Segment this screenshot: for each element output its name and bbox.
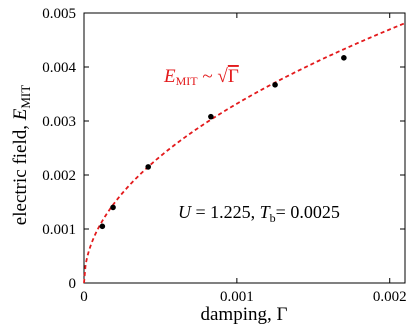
x-tick-label: 0 [80,289,88,305]
fit-annotation-symbol: E [163,66,176,87]
data-point [99,223,106,230]
data-point [272,82,278,88]
fit-curve-layer [83,22,406,284]
params-annotation: U = 1.225, Tb= 0.0025 [178,202,340,225]
y-tick-label: 0 [69,276,77,292]
y-axis-label: electric field, EMIT [10,85,33,225]
y-axis-label-sub: MIT [18,85,33,109]
fit-curve [83,22,406,284]
axis-ticks: 0 0.001 0.002 0.003 0.004 0.005 0 0.001 0.002 [42,6,406,305]
y-tick-label: 0.004 [42,60,76,76]
param-u-symbol: U [178,202,192,222]
fit-annotation: EMIT ~ √Γ [163,66,239,88]
data-point [110,204,116,211]
param-t-value: = 0.0025 [276,202,340,222]
x-tick-label: 0.002 [373,289,407,305]
y-axis-label-prefix: electric field, [10,120,31,225]
param-t-symbol: T [260,202,272,222]
param-u-value: = 1.225, [191,202,260,222]
y-tick-label: 0.001 [42,222,76,238]
fit-annotation-arg: Γ [228,66,239,87]
y-tick-label: 0.003 [42,114,76,130]
y-tick-label: 0.002 [42,168,76,184]
fit-annotation-rel: ~ [198,66,218,87]
data-point [341,55,347,61]
data-points [99,55,347,230]
plot-frame [83,12,406,284]
x-axis-label: damping, Γ [201,304,288,325]
y-tick-label: 0.005 [42,6,76,22]
fit-annotation-sub: MIT [176,74,199,88]
data-point [145,164,151,170]
data-point [208,113,214,120]
x-tick-label: 0.001 [220,289,254,305]
param-t-sub: b [270,211,276,225]
y-axis-label-symbol: E [10,108,31,121]
fit-annotation-root: √ [217,66,228,87]
plot-border [83,12,406,284]
